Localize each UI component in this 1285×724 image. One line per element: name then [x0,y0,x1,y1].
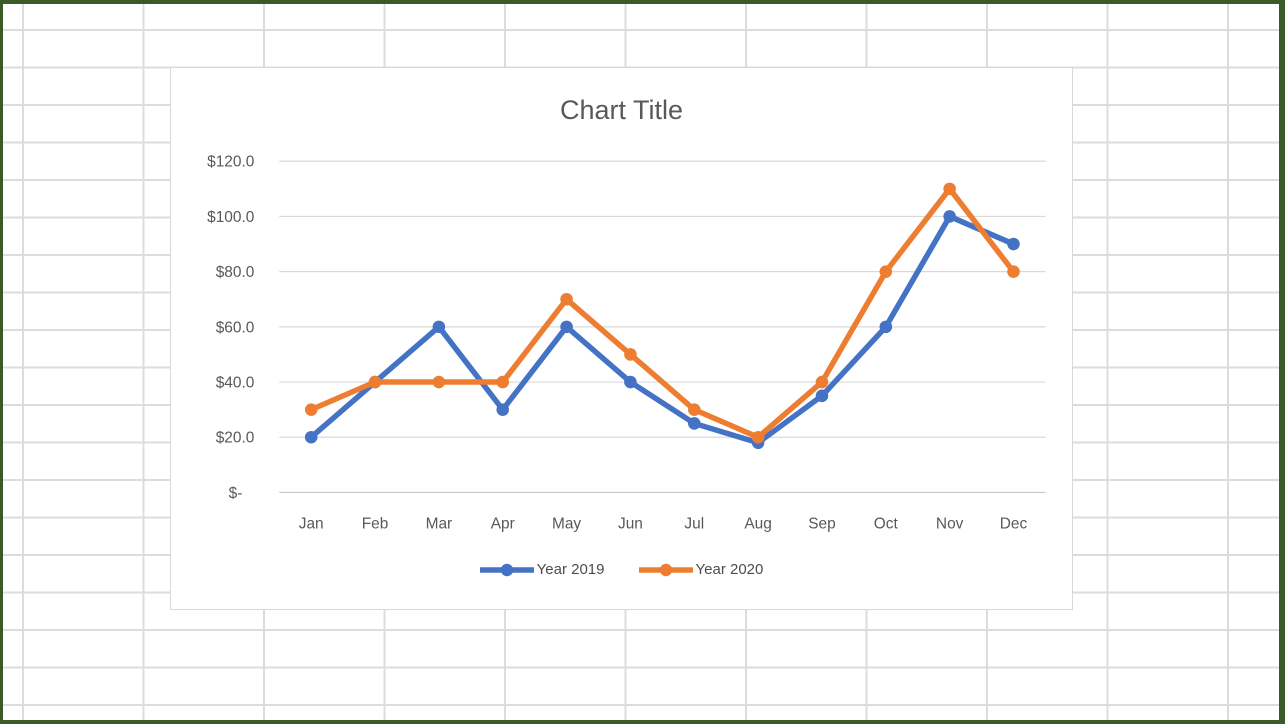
marker-year-2019-apr [496,403,510,416]
marker-year-2020-jun [624,348,637,361]
x-axis-label-jun: Jun [618,515,643,532]
y-axis-label-40: $40.0 [216,375,255,392]
marker-year-2020-nov [943,182,956,196]
marker-year-2020-jan [304,403,318,416]
x-axis-label-sep: Sep [808,515,835,532]
x-axis-label-aug: Aug [744,515,771,532]
x-axis-label-may: May [552,515,581,532]
marker-year-2019-jul [687,417,701,430]
legend-label-year-2019: Year 2019 [536,561,605,578]
marker-year-2020-may [560,292,573,306]
x-axis-label-nov: Nov [936,515,964,532]
y-axis-label-0: $- [229,485,243,502]
marker-year-2019-sep [815,389,829,403]
chart-title[interactable]: Chart Title [559,95,684,125]
y-axis-label-80: $80.0 [216,264,255,281]
legend-swatch-year-2020 [638,563,693,576]
marker-year-2020-jul [687,403,701,416]
y-axis-label-120: $120.0 [207,154,254,171]
x-axis-label-feb: Feb [362,515,389,532]
marker-year-2020-oct [879,265,893,278]
series-line-year-2020[interactable] [308,186,1017,440]
y-axis-label-20: $20.0 [216,430,255,447]
chart-container[interactable]: Chart Title $120.0 $100.0 $80.0 $60.0 $40.0 $… [170,67,1073,610]
plot-area: $120.0 $100.0 $80.0 $60.0 $40.0 $20.0 $- Jan Feb… [207,154,1046,532]
marker-year-2020-sep [815,375,829,389]
marker-year-2019-mar [432,320,446,334]
marker-year-2020-aug [751,430,765,444]
chart-legend[interactable]: Year 2019 Year 2020 [171,561,1072,578]
marker-year-2020-dec [1007,265,1020,278]
marker-year-2019-nov [943,210,956,223]
marker-year-2020-feb [368,375,382,389]
x-axis-label-dec: Dec [1000,515,1028,532]
x-axis-label-apr: Apr [491,515,515,532]
marker-year-2020-mar [432,375,446,389]
legend-swatch-year-2019 [479,563,534,576]
y-axis-label-100: $100.0 [207,209,254,226]
legend-label-year-2020: Year 2020 [695,561,764,578]
legend-item-year-2020[interactable]: Year 2020 [638,561,764,578]
x-axis-label-oct: Oct [874,515,899,532]
marker-year-2019-jun [624,375,637,389]
x-axis-label-jan: Jan [299,515,324,532]
marker-year-2019-jan [304,430,318,444]
y-axis-label-60: $60.0 [216,319,255,336]
marker-year-2019-oct [879,320,893,334]
marker-year-2020-apr [496,375,510,389]
x-axis-label-jul: Jul [684,515,704,532]
marker-year-2019-may [560,320,573,334]
x-axis-label-mar: Mar [426,515,453,532]
legend-item-year-2019[interactable]: Year 2019 [479,561,605,578]
marker-year-2019-dec [1007,237,1020,251]
series-line-year-2019[interactable] [308,213,1017,446]
